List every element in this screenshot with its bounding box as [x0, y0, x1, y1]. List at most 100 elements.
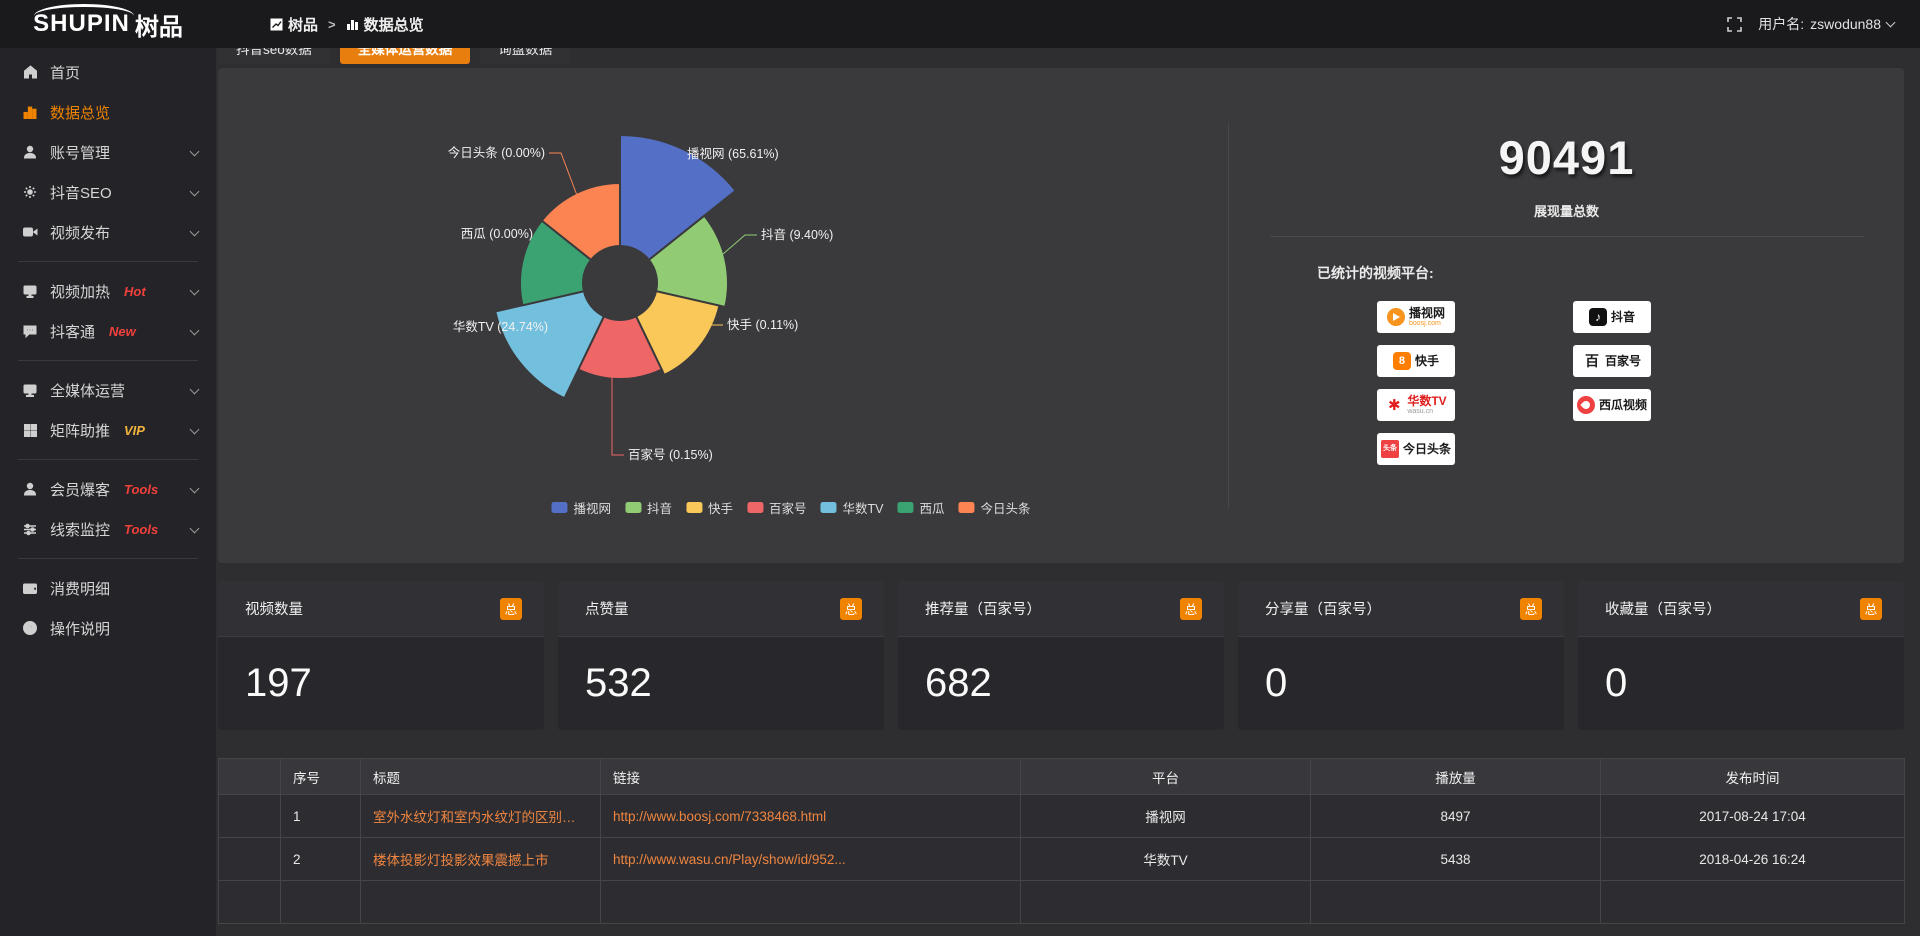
card-video-count: 视频数量 总 197: [218, 581, 544, 730]
pie-label-baijiahao: 百家号 (0.15%): [628, 447, 713, 462]
logo-arc: [34, 4, 134, 16]
sliders-icon: [22, 523, 38, 536]
legend-item-baijiahao[interactable]: 百家号: [747, 498, 807, 517]
svg-text:?: ?: [27, 623, 32, 633]
label-line-boosj: [650, 153, 683, 179]
sidebar-item-data-overview[interactable]: 数据总览: [0, 92, 216, 132]
pie-slice-douyin[interactable]: [647, 214, 729, 309]
main-content: 抖音seo数据 全媒体运营数据 询盘数据: [216, 13, 1920, 924]
label-line-baijiahao: [611, 370, 624, 456]
total-badge: 总: [1860, 597, 1882, 620]
platform-badge-wasutv: ✱ 华数TV wasu.cn: [1377, 389, 1455, 421]
sidebar-item-matrix-boost[interactable]: 矩阵助推 VIP: [0, 410, 216, 450]
sidebar-item-help[interactable]: ? 操作说明: [0, 608, 216, 648]
wallet-icon: [22, 582, 38, 594]
table-row-partial: [218, 880, 1905, 924]
legend-item-douyin[interactable]: 抖音: [624, 498, 672, 517]
total-badge: 总: [1180, 597, 1202, 620]
toutiao-logo-icon: 头条: [1380, 440, 1399, 458]
user-icon: [22, 482, 38, 496]
breadcrumb-current[interactable]: 数据总览: [346, 14, 424, 35]
top-bar: SHUPIN 树品 树品 > 数据总览 用户名: zswodun88: [0, 0, 1920, 48]
pie-slice-kuaishou[interactable]: [634, 290, 721, 377]
vip-tag: VIP: [124, 422, 145, 438]
user-chevron-down-icon: [1885, 17, 1896, 28]
label-line-xigua: [537, 233, 571, 246]
sidebar-item-spend-detail[interactable]: 消费明细: [0, 568, 216, 608]
cell-time: 2017-08-24 17:04: [1600, 794, 1905, 838]
cell-time: 2018-04-26 16:24: [1600, 837, 1905, 881]
legend-item-wasutv[interactable]: 华数TV: [820, 498, 884, 517]
trend-icon: [270, 18, 283, 30]
video-url-link[interactable]: http://www.boosj.com/7338468.html: [613, 808, 827, 824]
platform-badge-toutiao: 头条 今日头条: [1377, 433, 1455, 465]
card-shares: 分享量（百家号） 总 0: [1238, 581, 1564, 730]
sidebar-item-accounts[interactable]: 账号管理: [0, 132, 216, 172]
pie-chart-area: 播视网 (65.61%) 抖音 (9.40%) 快手 (0.11%) 百家号 (…: [218, 68, 1228, 563]
col-header-platform: 平台: [1020, 758, 1311, 795]
pie-slice-toutiao[interactable]: [540, 181, 621, 262]
fullscreen-icon[interactable]: [1727, 16, 1743, 32]
monitor-icon: [22, 384, 38, 397]
rose-pie-chart: 播视网 (65.61%) 抖音 (9.40%) 快手 (0.11%) 百家号 (…: [448, 133, 833, 462]
label-line-toutiao: [549, 152, 579, 199]
video-title-link[interactable]: 室外水纹灯和室内水纹灯的区别和简介: [373, 810, 588, 825]
platform-badge-xigua: 西瓜视频: [1573, 389, 1651, 421]
panel-divider: [1228, 123, 1229, 508]
user-menu[interactable]: 用户名: zswodun88: [1758, 14, 1896, 34]
pie-slice-boosj[interactable]: [619, 133, 738, 262]
legend-item-xigua[interactable]: 西瓜: [897, 498, 945, 517]
sidebar-item-lead-monitor[interactable]: 线索监控 Tools: [0, 509, 216, 549]
sidebar-item-douketong[interactable]: 抖客通 New: [0, 311, 216, 351]
col-header-views: 播放量: [1310, 758, 1601, 795]
gear-icon: [22, 185, 38, 199]
card-value: 197: [245, 660, 312, 705]
sidebar-item-home[interactable]: 首页: [0, 52, 216, 92]
chevron-down-icon: [189, 424, 200, 434]
chevron-down-icon: [189, 483, 200, 493]
sidebar-item-member-boom[interactable]: 会员爆客 Tools: [0, 469, 216, 509]
label-line-kuaishou: [689, 305, 723, 326]
card-value: 682: [925, 660, 992, 705]
chart-panel: 播视网 (65.61%) 抖音 (9.40%) 快手 (0.11%) 百家号 (…: [218, 68, 1904, 563]
card-title: 分享量（百家号）: [1265, 602, 1381, 618]
cell-num: 1: [280, 794, 361, 838]
total-badge: 总: [500, 597, 522, 620]
legend-item-kuaishou[interactable]: 快手: [685, 498, 733, 517]
col-header-time: 发布时间: [1600, 758, 1905, 795]
platform-badge-baijiahao: 百 百家号: [1573, 345, 1651, 377]
videos-table: 序号 标题 链接 平台 播放量 发布时间 1 室外水纹灯和室内水纹灯的区别和简介…: [218, 758, 1905, 924]
total-badge: 总: [1520, 597, 1542, 620]
sidebar-divider: [18, 459, 198, 460]
chevron-down-icon: [189, 285, 200, 295]
video-camera-icon: [22, 226, 38, 238]
pie-slice-wasutv[interactable]: [494, 290, 606, 400]
wasu-logo-icon: ✱: [1385, 396, 1404, 414]
chevron-down-icon: [189, 226, 200, 236]
card-value: 0: [1265, 660, 1288, 705]
kuaishou-logo-icon: 8: [1392, 352, 1411, 370]
breadcrumb: 树品 > 数据总览: [270, 14, 424, 35]
legend-item-boosj[interactable]: 播视网: [551, 498, 611, 517]
card-title: 视频数量: [245, 602, 303, 618]
video-url-link[interactable]: http://www.wasu.cn/Play/show/id/952...: [613, 851, 846, 867]
video-title-link[interactable]: 楼体投影灯投影效果震撼上市: [373, 853, 549, 868]
sidebar-item-video-publish[interactable]: 视频发布: [0, 212, 216, 252]
sidebar-item-omnimedia[interactable]: 全媒体运营: [0, 370, 216, 410]
sidebar-item-douyin-seo[interactable]: 抖音SEO: [0, 172, 216, 212]
new-tag: New: [109, 323, 136, 339]
chevron-down-icon: [189, 325, 200, 335]
total-badge: 总: [840, 597, 862, 620]
card-title: 推荐量（百家号）: [925, 602, 1041, 618]
hot-tag: Hot: [124, 283, 146, 299]
legend-item-toutiao[interactable]: 今日头条: [958, 498, 1031, 517]
boosj-logo-icon: [1386, 308, 1405, 326]
bar-chart-icon: [22, 106, 38, 119]
label-line-wasutv: [552, 326, 581, 353]
bar-chart-icon: [346, 20, 358, 30]
xigua-logo-icon: [1576, 396, 1595, 414]
sidebar-divider: [18, 558, 198, 559]
sidebar-item-video-heat[interactable]: 视频加热 Hot: [0, 271, 216, 311]
platform-badge-kuaishou: 8 快手: [1377, 345, 1455, 377]
breadcrumb-root[interactable]: 树品: [270, 14, 318, 35]
